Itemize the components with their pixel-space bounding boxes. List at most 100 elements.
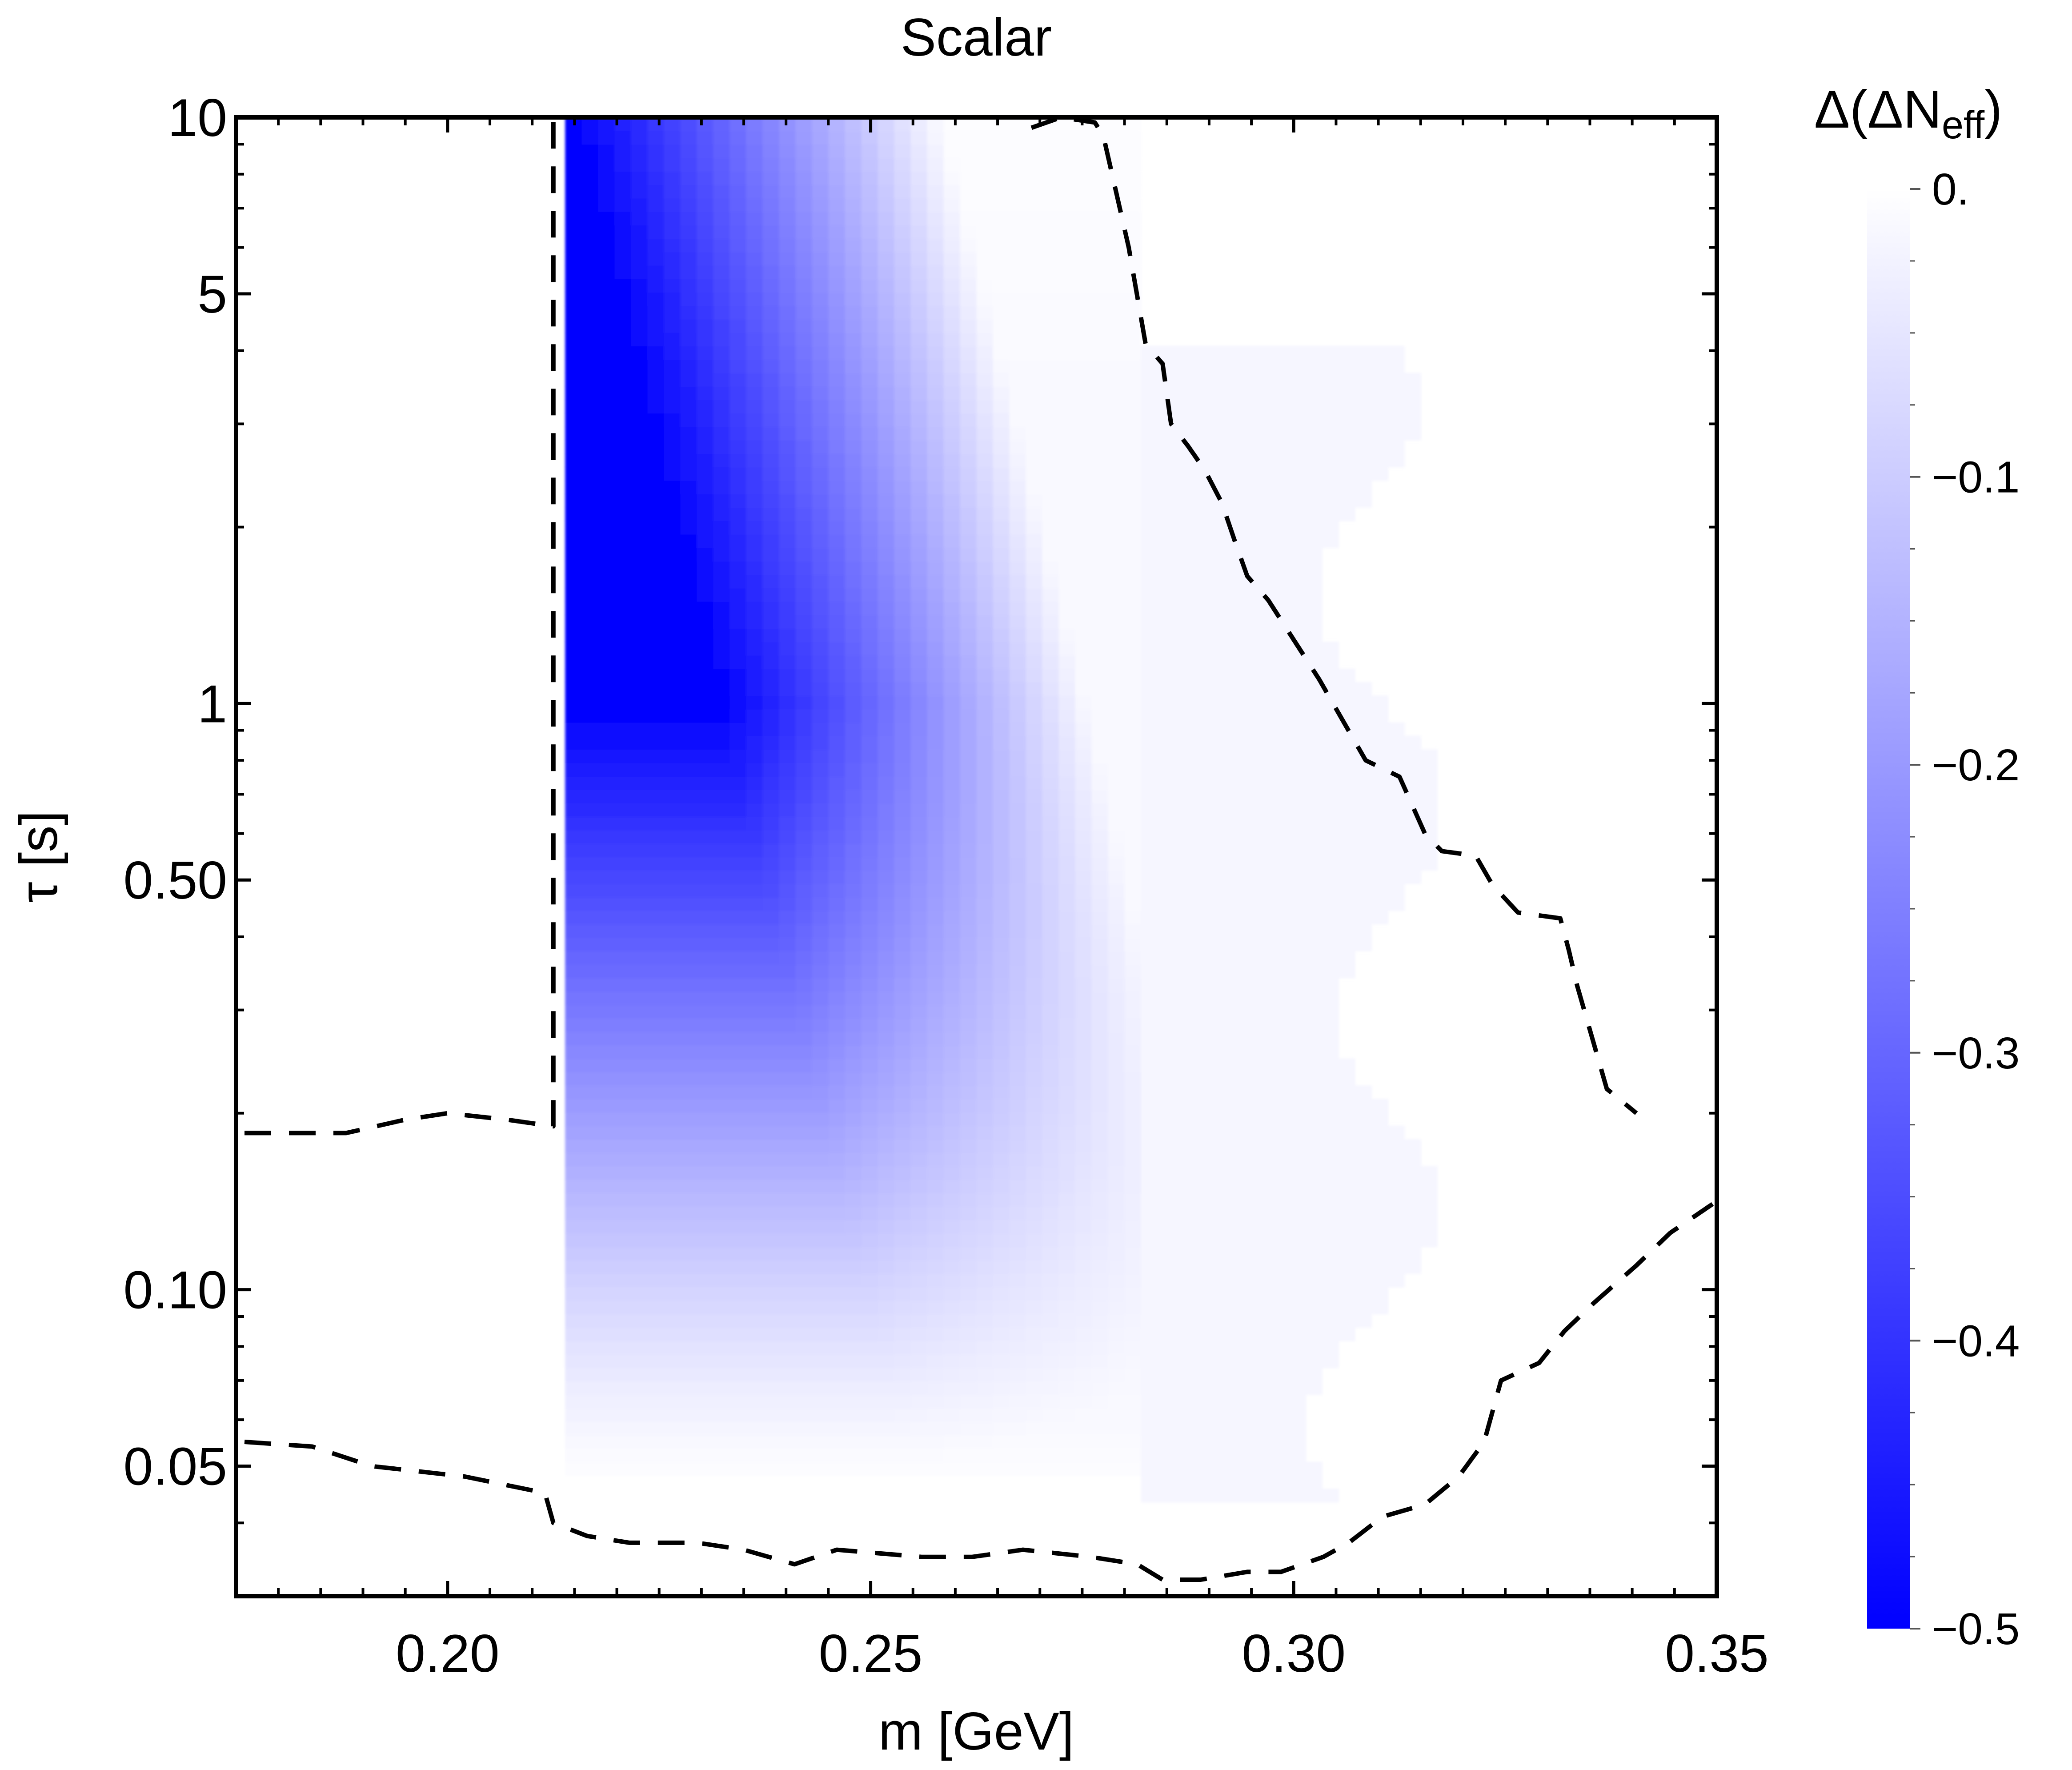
heatmap-cell bbox=[1075, 1112, 1092, 1126]
heatmap-cell bbox=[976, 211, 994, 226]
heatmap-cell bbox=[581, 978, 599, 992]
heatmap-cell bbox=[664, 951, 681, 965]
heatmap-cell bbox=[878, 978, 895, 992]
heatmap-cell bbox=[861, 1314, 878, 1328]
heatmap-cell bbox=[1190, 1461, 1207, 1476]
heatmap-cell bbox=[581, 534, 599, 548]
heatmap-cell bbox=[861, 803, 878, 817]
heatmap-cell bbox=[795, 1099, 813, 1113]
heatmap-cell bbox=[1042, 910, 1059, 925]
heatmap-cell bbox=[729, 1314, 747, 1328]
heatmap-cell bbox=[1075, 413, 1092, 427]
heatmap-cell bbox=[631, 574, 648, 589]
heatmap-cell bbox=[779, 1354, 796, 1369]
heatmap-cell bbox=[1355, 937, 1372, 951]
heatmap-cell bbox=[631, 373, 648, 387]
heatmap-cell bbox=[647, 978, 665, 992]
heatmap-cell bbox=[878, 292, 895, 306]
heatmap-cell bbox=[680, 1139, 697, 1153]
heatmap-cell bbox=[614, 1099, 632, 1113]
heatmap-cell bbox=[960, 614, 977, 629]
heatmap-cell bbox=[598, 494, 615, 508]
heatmap-cell bbox=[1042, 1327, 1059, 1341]
heatmap-cell bbox=[878, 171, 895, 185]
heatmap-cell bbox=[845, 1099, 862, 1113]
heatmap-cell bbox=[598, 1408, 615, 1422]
heatmap-cell bbox=[1157, 588, 1174, 602]
heatmap-cell bbox=[697, 117, 714, 132]
heatmap-cell bbox=[1322, 1152, 1339, 1167]
heatmap-cell bbox=[1206, 776, 1224, 790]
heatmap-cell bbox=[927, 789, 944, 804]
heatmap-cell bbox=[565, 386, 582, 401]
heatmap-cell bbox=[1239, 1099, 1257, 1113]
heatmap-cell bbox=[598, 211, 615, 226]
heatmap-cell bbox=[1289, 897, 1306, 911]
heatmap-cell bbox=[1289, 1368, 1306, 1382]
heatmap-cell bbox=[1141, 789, 1158, 804]
heatmap-cell bbox=[927, 1139, 944, 1153]
heatmap-cell bbox=[1239, 1246, 1257, 1261]
heatmap-cell bbox=[647, 883, 665, 898]
heatmap-cell bbox=[795, 1085, 813, 1100]
heatmap-cell bbox=[1108, 1004, 1125, 1019]
heatmap-cell bbox=[910, 978, 928, 992]
heatmap-cell bbox=[1157, 1072, 1174, 1086]
heatmap-cell bbox=[1355, 373, 1372, 387]
heatmap-cell bbox=[1009, 480, 1026, 494]
heatmap-cell bbox=[1239, 1233, 1257, 1247]
heatmap-cell bbox=[878, 185, 895, 199]
heatmap-cell bbox=[1404, 400, 1421, 414]
heatmap-cell bbox=[1075, 709, 1092, 723]
heatmap-cell bbox=[878, 749, 895, 763]
heatmap-cell bbox=[1338, 897, 1355, 911]
heatmap-cell bbox=[878, 278, 895, 293]
heatmap-cell bbox=[614, 789, 632, 804]
heatmap-cell bbox=[614, 709, 632, 723]
heatmap-cell bbox=[1223, 1461, 1240, 1476]
heatmap-cell bbox=[697, 480, 714, 494]
heatmap-cell bbox=[581, 413, 599, 427]
heatmap-cell bbox=[664, 601, 681, 615]
heatmap-cell bbox=[1042, 601, 1059, 615]
heatmap-cell bbox=[1223, 1220, 1240, 1234]
heatmap-cell bbox=[1026, 991, 1043, 1005]
heatmap-cell bbox=[614, 588, 632, 602]
heatmap-cell bbox=[1124, 467, 1142, 481]
heatmap-cell bbox=[927, 185, 944, 199]
heatmap-cell bbox=[927, 1085, 944, 1100]
heatmap-cell bbox=[1108, 1408, 1125, 1422]
heatmap-cell bbox=[1091, 1381, 1109, 1395]
heatmap-cell bbox=[1322, 1287, 1339, 1301]
heatmap-cell bbox=[1289, 1139, 1306, 1153]
heatmap-cell bbox=[1256, 991, 1273, 1005]
heatmap-cell bbox=[1141, 1045, 1158, 1059]
heatmap-cell bbox=[746, 1139, 763, 1153]
heatmap-cell bbox=[960, 265, 977, 279]
heatmap-cell bbox=[1305, 1260, 1323, 1274]
heatmap-cell bbox=[746, 924, 763, 938]
heatmap-cell bbox=[581, 305, 599, 320]
heatmap-cell bbox=[1124, 1139, 1142, 1153]
heatmap-cell bbox=[581, 910, 599, 925]
heatmap-cell bbox=[861, 789, 878, 804]
heatmap-cell bbox=[1009, 749, 1026, 763]
heatmap-cell bbox=[1108, 1246, 1125, 1261]
heatmap-cell bbox=[1420, 1192, 1438, 1207]
heatmap-cell bbox=[647, 682, 665, 696]
heatmap-cell bbox=[631, 440, 648, 454]
heatmap-cell bbox=[1157, 709, 1174, 723]
heatmap-cell bbox=[845, 588, 862, 602]
heatmap-cell bbox=[1206, 386, 1224, 401]
heatmap-cell bbox=[1157, 1314, 1174, 1328]
heatmap-cell bbox=[927, 1394, 944, 1409]
heatmap-cell bbox=[1009, 789, 1026, 804]
heatmap-cell bbox=[1190, 1166, 1207, 1180]
heatmap-cell bbox=[746, 1394, 763, 1409]
heatmap-cell bbox=[713, 857, 730, 871]
heatmap-cell bbox=[762, 1166, 780, 1180]
heatmap-cell bbox=[828, 789, 846, 804]
heatmap-cell bbox=[1206, 816, 1224, 831]
heatmap-cell bbox=[1124, 400, 1142, 414]
heatmap-cell bbox=[812, 695, 829, 710]
